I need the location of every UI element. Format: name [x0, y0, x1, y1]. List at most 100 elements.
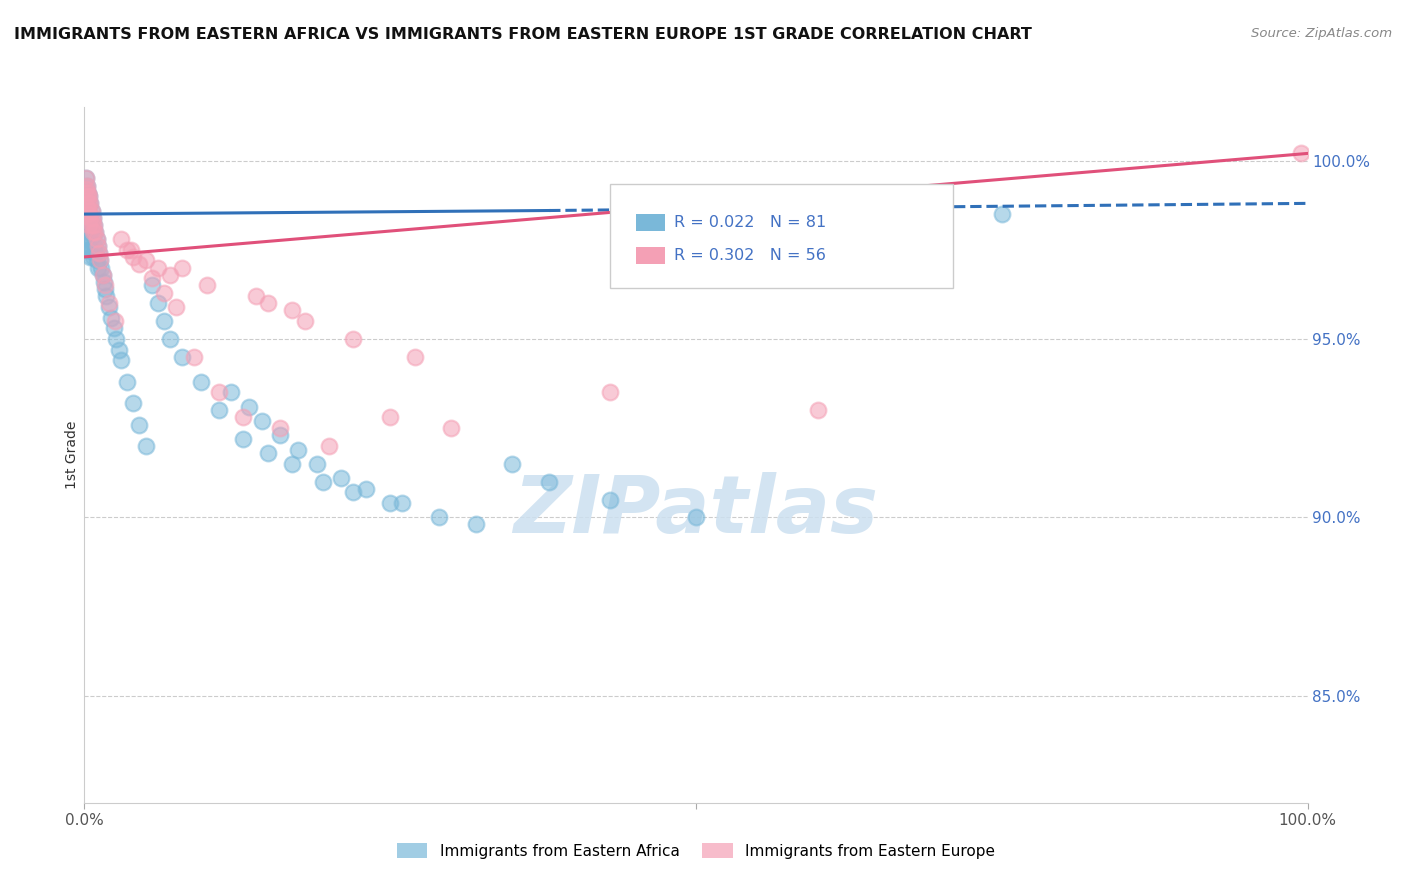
Point: [342, 332, 364, 346]
Point: [146, 296, 169, 310]
Point: [427, 510, 450, 524]
Point: [219, 385, 242, 400]
Point: [232, 410, 254, 425]
Point: [294, 314, 316, 328]
Point: [75, 171, 97, 186]
Point: [287, 442, 309, 457]
Point: [91, 268, 114, 282]
Point: [77, 243, 100, 257]
Point: [107, 343, 129, 357]
Point: [305, 457, 328, 471]
Point: [75, 196, 97, 211]
Point: [330, 471, 353, 485]
Point: [96, 289, 118, 303]
Point: [76, 189, 98, 203]
Point: [599, 385, 621, 400]
Point: [172, 260, 194, 275]
Point: [120, 243, 142, 257]
Point: [208, 385, 231, 400]
Point: [122, 250, 145, 264]
Point: [502, 457, 524, 471]
Point: [84, 246, 107, 260]
Point: [76, 221, 98, 235]
Point: [269, 428, 291, 442]
Point: [342, 485, 364, 500]
Text: R = 0.302   N = 56: R = 0.302 N = 56: [673, 248, 825, 263]
Point: [269, 421, 291, 435]
Point: [77, 228, 100, 243]
Point: [105, 332, 128, 346]
Point: [79, 250, 101, 264]
Point: [97, 300, 120, 314]
Point: [80, 243, 103, 257]
Point: [104, 314, 127, 328]
Point: [91, 268, 114, 282]
Point: [77, 243, 100, 257]
Point: [75, 182, 97, 196]
Point: [115, 243, 138, 257]
Point: [82, 211, 104, 225]
Point: [97, 296, 120, 310]
Text: IMMIGRANTS FROM EASTERN AFRICA VS IMMIGRANTS FROM EASTERN EUROPE 1ST GRADE CORRE: IMMIGRANTS FROM EASTERN AFRICA VS IMMIGR…: [14, 27, 1032, 42]
Point: [991, 207, 1014, 221]
Point: [153, 285, 176, 300]
Point: [404, 350, 426, 364]
Point: [153, 314, 176, 328]
Point: [312, 475, 335, 489]
Point: [76, 232, 98, 246]
Point: [80, 203, 103, 218]
Point: [77, 186, 100, 200]
Point: [257, 296, 280, 310]
Point: [87, 260, 110, 275]
Point: [80, 218, 103, 232]
Point: [115, 375, 138, 389]
Point: [440, 421, 463, 435]
Point: [94, 278, 117, 293]
Point: [464, 517, 486, 532]
Y-axis label: 1st Grade: 1st Grade: [65, 421, 79, 489]
Point: [159, 332, 181, 346]
Point: [807, 403, 830, 417]
Point: [77, 225, 100, 239]
Point: [86, 253, 108, 268]
Point: [82, 250, 104, 264]
Point: [250, 414, 273, 428]
Point: [354, 482, 377, 496]
Point: [141, 271, 163, 285]
Point: [82, 211, 104, 225]
Point: [318, 439, 340, 453]
Point: [90, 260, 112, 275]
Point: [83, 218, 105, 232]
FancyBboxPatch shape: [636, 247, 665, 264]
Point: [77, 200, 100, 214]
Point: [77, 207, 100, 221]
Point: [100, 310, 122, 325]
Point: [87, 239, 110, 253]
Point: [190, 375, 212, 389]
Point: [380, 410, 402, 425]
Point: [79, 214, 101, 228]
Point: [391, 496, 413, 510]
Point: [232, 432, 254, 446]
Point: [77, 214, 100, 228]
Point: [165, 300, 187, 314]
Point: [84, 225, 107, 239]
Point: [76, 200, 98, 214]
Point: [685, 510, 707, 524]
FancyBboxPatch shape: [636, 214, 665, 230]
Point: [110, 353, 132, 368]
Point: [82, 228, 104, 243]
Point: [128, 417, 150, 432]
Point: [76, 207, 98, 221]
Text: Source: ZipAtlas.com: Source: ZipAtlas.com: [1251, 27, 1392, 40]
Text: R = 0.022   N = 81: R = 0.022 N = 81: [673, 215, 827, 229]
Point: [93, 275, 115, 289]
Point: [76, 193, 98, 207]
Point: [76, 178, 98, 193]
Point: [75, 171, 97, 186]
FancyBboxPatch shape: [610, 184, 953, 288]
Point: [128, 257, 150, 271]
Point: [103, 321, 125, 335]
Point: [79, 211, 101, 225]
Point: [94, 282, 117, 296]
